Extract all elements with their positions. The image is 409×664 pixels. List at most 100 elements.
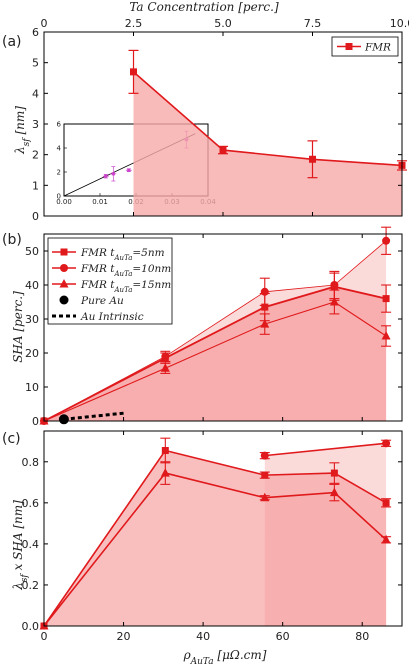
legend-label-rest: =5nm [132, 247, 164, 259]
fmr-line [132, 71, 403, 167]
top-tick-label: 0 [41, 17, 48, 30]
inset-y-tick-label: 2 [57, 169, 61, 177]
panel-c: (c) λsf x SHA [nm] ρAuTa [μΩ.cm] 0.00.20… [2, 430, 403, 664]
inset-y-tick-label: 4 [57, 145, 62, 153]
inset-y-tick-label: 0 [57, 193, 61, 201]
panel-a-ylabel: λsf [nm] [13, 106, 32, 155]
legend-label-text: FMR t [80, 247, 115, 259]
panel-c-label: (c) [2, 431, 21, 447]
y-tick-label: 0 [32, 415, 39, 428]
sha-5nm-fill [44, 286, 387, 421]
panel-b-ylabel: SHA [perc.] [11, 291, 25, 363]
pure-au-point [58, 414, 69, 425]
x-tick-label: 80 [355, 630, 369, 643]
panel-b-label: (b) [2, 232, 22, 248]
sha-point [260, 287, 269, 296]
au-intrinsic-line [63, 411, 124, 421]
fmr-fill [133, 71, 402, 216]
top-tick-label: 5.0 [214, 17, 232, 30]
sha-point [382, 295, 390, 303]
lsha-point [260, 492, 270, 502]
y-tick-label: 20 [25, 347, 39, 360]
y-tick-label: 0.0 [22, 620, 40, 633]
x-tick-label: 20 [117, 630, 131, 643]
lsha-point [161, 447, 169, 454]
lsha-point [160, 468, 170, 477]
x-tick-label: 40 [196, 630, 210, 643]
y-tick-label: 5 [32, 57, 39, 70]
legend-box [47, 237, 173, 325]
legend-label-text: FMR t [80, 263, 115, 275]
inset-point [127, 168, 131, 172]
lsha-15nm-fill [264, 492, 387, 626]
lsha-point [382, 439, 391, 448]
panel-a-legend: FMR [331, 36, 399, 57]
legend-au-intrinsic-label: Au Intrinsic [80, 311, 144, 323]
legend-marker [60, 264, 68, 272]
sha-point [160, 363, 170, 372]
y-tick-label: 50 [25, 245, 39, 258]
legend-pure-au-label: Pure Au [80, 295, 124, 307]
legend-label: FMR tAuTa=10nm [80, 263, 171, 278]
top-axis-label: Ta Concentration [perc.] [129, 0, 279, 14]
inset-point [104, 174, 108, 178]
y-tick-label: 0 [32, 210, 39, 223]
top-tick-label: 10.0 [390, 17, 409, 30]
panel-c-frame [43, 430, 403, 627]
legend-label: FMR tAuTa=5nm [80, 247, 165, 262]
sha-point [381, 331, 391, 340]
top-tick-label: 7.5 [304, 17, 322, 30]
sha-point [330, 281, 339, 289]
fmr-point [130, 68, 137, 76]
lsha-point [260, 451, 269, 460]
inset-point [111, 172, 115, 176]
y-tick-label: 1 [32, 179, 39, 192]
legend-marker [60, 248, 68, 256]
legend-label: FMR tAuTa=15nm [80, 279, 171, 294]
panel-a-frame [43, 31, 403, 217]
x-tick-label: 60 [276, 630, 290, 643]
sha-point [161, 352, 170, 361]
y-tick-label: 3 [32, 118, 39, 131]
y-tick-label: 0.8 [22, 456, 40, 469]
y-tick-label: 40 [25, 279, 39, 292]
legend-label-sub: AuTa [114, 270, 133, 278]
inset-x-tick-label: 0.01 [92, 198, 108, 206]
legend-label-rest: =10nm [132, 263, 171, 275]
lsha-point [261, 471, 269, 479]
x-tick-label: 0 [41, 630, 48, 643]
legend-fmr-marker [345, 43, 353, 50]
legend-label-text: FMR t [80, 279, 115, 291]
inset-x-tick-label: 0.00 [56, 198, 72, 206]
lsha-point [381, 534, 391, 544]
inset-y-tick-label: 6 [57, 121, 62, 129]
panel-c-xlabel: ρAuTa [μΩ.cm] [183, 648, 267, 664]
lsha-point [382, 499, 390, 507]
lsha-point [330, 469, 338, 477]
top-tick-label: 2.5 [125, 17, 143, 30]
lsha-10nm-line [264, 442, 387, 457]
sha-point [260, 319, 270, 328]
panel-a-label: (a) [2, 34, 22, 50]
legend-box [331, 36, 399, 57]
fmr-point [219, 146, 227, 154]
y-tick-label: 2 [32, 149, 39, 162]
legend-label-sub: AuTa [114, 254, 133, 262]
sha-point [261, 303, 269, 311]
sha-point [382, 236, 391, 245]
legend-pure-au-marker [59, 295, 69, 305]
y-tick-label: 0.4 [22, 538, 40, 551]
legend-label-rest: =15nm [132, 279, 171, 291]
sha-point [329, 297, 339, 306]
y-tick-label: 30 [25, 313, 39, 326]
y-tick-label: 0.2 [22, 579, 40, 592]
panel-b-frame [43, 233, 403, 422]
legend-marker [59, 279, 69, 288]
y-tick-label: 4 [32, 87, 39, 100]
lsha-point [329, 487, 339, 497]
legend-label-sub: AuTa [114, 286, 133, 294]
fmr-point [309, 155, 316, 163]
